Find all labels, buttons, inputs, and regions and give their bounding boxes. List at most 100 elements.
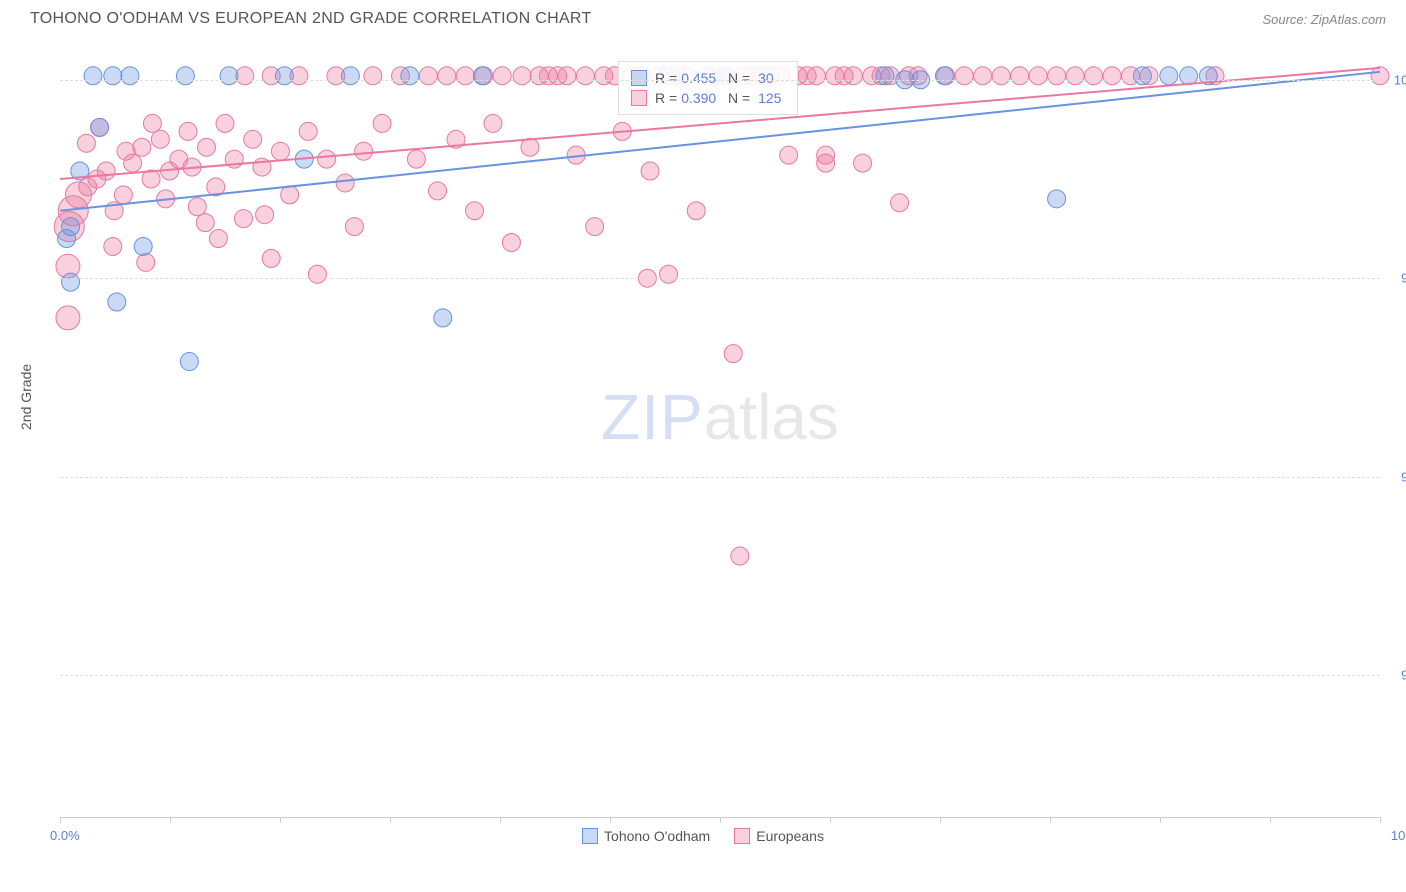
data-point <box>1066 67 1084 85</box>
data-point <box>151 130 169 148</box>
data-point <box>807 67 825 85</box>
y-tick-label: 92.5% <box>1388 668 1406 683</box>
data-point <box>780 146 798 164</box>
chart-plot-area: ZIPatlas R = 0.455 N = 30R = 0.390 N = 1… <box>60 48 1380 818</box>
data-point <box>364 67 382 85</box>
data-point <box>299 122 317 140</box>
data-point <box>318 150 336 168</box>
x-tick <box>60 817 61 823</box>
stats-n-value: 125 <box>754 90 781 106</box>
data-point <box>256 206 274 224</box>
stats-n-label: N = <box>720 90 750 106</box>
data-point <box>429 182 447 200</box>
stats-n-value: 30 <box>754 70 773 86</box>
grid-line <box>60 675 1380 676</box>
y-tick-label: 97.5% <box>1388 271 1406 286</box>
x-tick <box>940 817 941 823</box>
data-point <box>641 162 659 180</box>
y-tick-label: 95.0% <box>1388 469 1406 484</box>
data-point <box>1048 67 1066 85</box>
data-point <box>1180 67 1198 85</box>
data-point <box>97 162 115 180</box>
data-point <box>91 118 109 136</box>
data-point <box>401 67 419 85</box>
data-point <box>687 202 705 220</box>
data-point <box>407 150 425 168</box>
data-point <box>1048 190 1066 208</box>
data-point <box>493 67 511 85</box>
x-tick <box>1160 817 1161 823</box>
data-point <box>341 67 359 85</box>
data-point <box>236 67 254 85</box>
y-axis-label: 2nd Grade <box>18 364 34 430</box>
data-point <box>244 130 262 148</box>
legend-label: Europeans <box>756 828 824 844</box>
grid-line <box>60 278 1380 279</box>
data-point <box>660 265 678 283</box>
data-point <box>955 67 973 85</box>
data-point <box>196 214 214 232</box>
legend-item: Europeans <box>734 828 824 844</box>
data-point <box>438 67 456 85</box>
data-point <box>133 138 151 156</box>
data-point <box>281 186 299 204</box>
legend-bottom: Tohono O'odham Europeans <box>0 828 1406 849</box>
data-point <box>465 202 483 220</box>
x-tick <box>830 817 831 823</box>
data-point <box>844 67 862 85</box>
data-point <box>854 154 872 172</box>
data-point <box>308 265 326 283</box>
data-point <box>419 67 437 85</box>
data-point <box>271 142 289 160</box>
data-point <box>180 353 198 371</box>
data-point <box>56 306 80 330</box>
data-point <box>355 142 373 160</box>
data-point <box>176 67 194 85</box>
legend-swatch <box>734 828 750 844</box>
scatter-plot-svg <box>60 48 1380 817</box>
x-tick <box>720 817 721 823</box>
x-tick <box>170 817 171 823</box>
data-point <box>456 67 474 85</box>
x-tick <box>390 817 391 823</box>
data-point <box>876 67 894 85</box>
stats-r-value: 0.455 <box>681 70 716 86</box>
data-point <box>1029 67 1047 85</box>
legend-label: Tohono O'odham <box>604 828 710 844</box>
data-point <box>558 67 576 85</box>
data-point <box>373 114 391 132</box>
data-point <box>724 345 742 363</box>
data-point <box>935 67 953 85</box>
data-point <box>974 67 992 85</box>
correlation-stats-box: R = 0.455 N = 30R = 0.390 N = 125 <box>618 61 798 115</box>
data-point <box>134 237 152 255</box>
x-tick <box>280 817 281 823</box>
data-point <box>84 67 102 85</box>
data-point <box>62 273 80 291</box>
stats-r-label: R = <box>655 70 677 86</box>
data-point <box>891 194 909 212</box>
x-tick <box>1380 817 1381 823</box>
data-point <box>1011 67 1029 85</box>
data-point <box>275 67 293 85</box>
data-point <box>62 218 80 236</box>
stats-r-value: 0.390 <box>681 90 716 106</box>
data-point <box>104 67 122 85</box>
data-point <box>817 154 835 172</box>
chart-title: TOHONO O'ODHAM VS EUROPEAN 2ND GRADE COR… <box>30 10 592 28</box>
data-point <box>234 210 252 228</box>
data-point <box>576 67 594 85</box>
stats-swatch <box>631 70 647 86</box>
data-point <box>992 67 1010 85</box>
data-point <box>220 67 238 85</box>
data-point <box>1371 67 1389 85</box>
stats-swatch <box>631 90 647 106</box>
data-point <box>77 134 95 152</box>
data-point <box>104 237 122 255</box>
data-point <box>484 114 502 132</box>
data-point <box>1085 67 1103 85</box>
data-point <box>434 309 452 327</box>
data-point <box>502 233 520 251</box>
stats-row: R = 0.455 N = 30 <box>631 68 785 88</box>
legend-item: Tohono O'odham <box>582 828 710 844</box>
